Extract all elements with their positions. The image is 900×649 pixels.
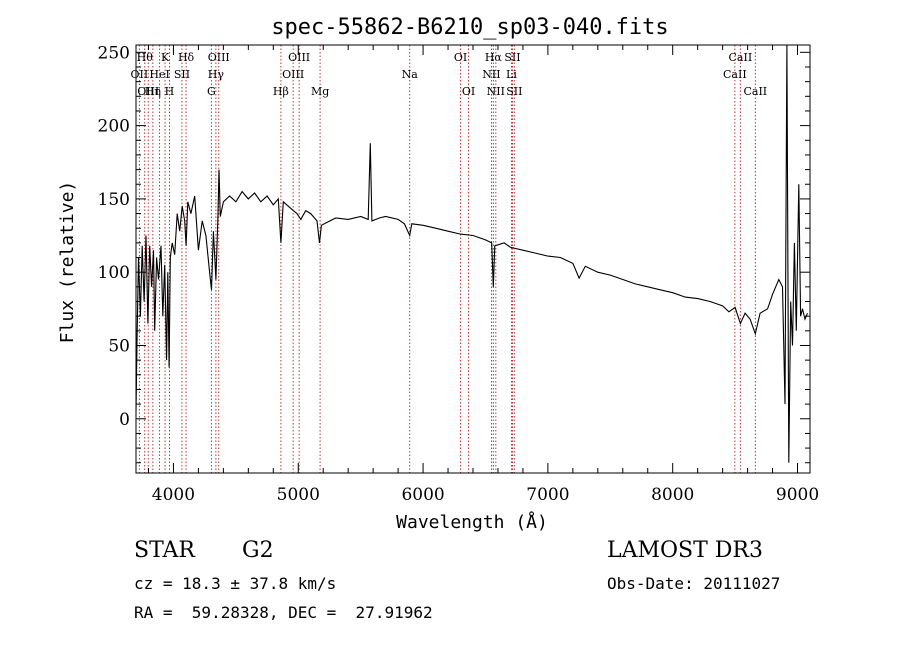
x-axis: 4000 5000 6000 7000 8000 9000	[147, 45, 819, 505]
y-tick-label: 250	[98, 43, 130, 63]
y-tick-label: 200	[98, 117, 130, 137]
line-marker-label: Li	[506, 68, 517, 81]
spectrum-chart: spec-55862-B6210_sp03-040.fits OII Hθ OIII…	[57, 15, 819, 533]
object-class: STAR	[134, 538, 195, 563]
object-subclass: G2	[242, 538, 274, 563]
x-tick-label: 8000	[651, 485, 694, 505]
line-marker-label: OIII	[137, 85, 159, 98]
x-axis-label: Wavelength (Å)	[396, 511, 548, 533]
x-tick-label: 9000	[776, 485, 819, 505]
line-markers	[138, 45, 756, 473]
line-marker-label: NII	[482, 68, 500, 81]
x-tick-label: 6000	[401, 485, 444, 505]
line-marker-label: OII	[131, 68, 149, 81]
line-marker-label: OIII	[282, 68, 304, 81]
x-tick-label: 7000	[526, 485, 569, 505]
line-marker-label: Hβ	[273, 85, 289, 98]
line-marker-label: NII	[487, 85, 505, 98]
x-tick-label: 4000	[152, 485, 195, 505]
line-marker-label: H	[165, 85, 175, 98]
line-marker-label: SII	[504, 51, 520, 64]
survey-name: LAMOST DR3	[607, 538, 763, 563]
redshift-cz: cz = 18.3 ± 37.8 km/s	[134, 574, 337, 593]
observation-date: Obs-Date: 20111027	[607, 574, 781, 593]
line-marker-label: OIII	[208, 51, 230, 64]
line-marker-label: OIII	[288, 51, 310, 64]
ra-dec-coordinates: RA = 59.28328, DEC = 27.91962	[134, 603, 433, 622]
line-marker-label: Hγ	[208, 68, 225, 81]
x-tick-label: 5000	[277, 485, 320, 505]
line-marker-label: SII	[506, 85, 522, 98]
line-marker-label: HeI	[149, 68, 169, 81]
line-marker-label: SII	[174, 68, 190, 81]
line-marker-label: Na	[402, 68, 419, 81]
spectrum-line	[135, 44, 809, 463]
line-marker-label: CaII	[729, 51, 753, 64]
line-marker-label: Hδ	[178, 51, 195, 64]
line-marker-label: CaII	[723, 68, 747, 81]
y-tick-label: 100	[98, 263, 130, 283]
line-marker-label: Hα	[485, 51, 503, 64]
line-marker-label: Mg	[311, 85, 329, 98]
plot-frame	[135, 44, 811, 474]
y-tick-label: 50	[108, 336, 130, 356]
line-marker-label: OI	[462, 85, 475, 98]
line-marker-label: K	[161, 51, 170, 64]
y-tick-label: 0	[119, 410, 130, 430]
y-axis: 0 50 100 150 200 250	[98, 43, 810, 464]
line-marker-label: Hη	[145, 85, 161, 98]
line-marker-label: G	[207, 85, 216, 98]
y-axis-label: Flux (relative)	[57, 181, 78, 344]
line-marker-label: Hθ	[137, 51, 154, 64]
line-marker-label: CaII	[743, 85, 767, 98]
line-marker-label: OI	[454, 51, 467, 64]
line-marker-labels: OIIHθOIIIHηHeIKHSIIHδGHγOIIIHβOIIIOIIIMg…	[131, 51, 768, 98]
chart-title: spec-55862-B6210_sp03-040.fits	[271, 15, 668, 40]
y-tick-label: 150	[98, 190, 130, 210]
